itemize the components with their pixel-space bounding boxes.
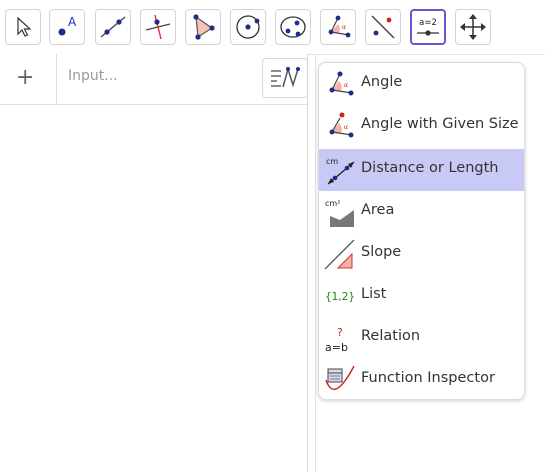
slope-icon [324,238,356,270]
menu-item-label: Function Inspector [361,370,495,386]
menu-item-label: Area [361,202,394,218]
menu-item-label: Distance or Length [361,160,498,176]
menu-item-function-inspector[interactable]: Function Inspector [319,359,524,400]
angle-given-size-icon: α [324,110,356,142]
svg-text:a=2: a=2 [419,18,437,28]
toolbar: A [0,0,545,55]
menu-item-label: List [361,286,386,302]
area-icon: cm² [324,196,356,228]
line-icon [98,12,128,42]
svg-text:a=b: a=b [325,341,348,354]
line-tool[interactable] [95,9,131,45]
algebra-input-row: + [0,54,307,105]
svg-text:cm²: cm² [325,199,340,208]
algebra-view: + [0,54,308,472]
angle-icon: α [324,68,356,100]
polygon-icon [188,12,218,42]
conic-tool[interactable] [275,9,311,45]
svg-text:cm: cm [326,157,338,166]
slider-icon: a=2 [413,12,443,42]
menu-item-list[interactable]: {1,2} List [319,275,524,317]
svg-text:{1,2}: {1,2} [325,291,355,303]
slider-tool[interactable]: a=2 [410,9,446,45]
menu-item-distance-or-length[interactable]: cm Distance or Length [319,149,524,191]
svg-text:α: α [344,124,348,131]
move-graphics-view-tool[interactable] [455,9,491,45]
arrow-cursor-icon [10,14,36,40]
polygon-tool[interactable] [185,9,221,45]
angle-tool[interactable]: α [320,9,356,45]
algebra-keyboard-icon [263,59,307,97]
input-divider [56,54,57,104]
perpendicular-line-tool[interactable] [140,9,176,45]
menu-item-label: Angle with Given Size [361,116,519,132]
reflect-tool[interactable] [365,9,401,45]
menu-item-angle[interactable]: α Angle [319,63,524,105]
point-icon: A [52,12,82,42]
perpendicular-line-icon [143,12,173,42]
move-tool[interactable] [5,9,41,45]
distance-icon: cm [324,154,356,186]
reflect-icon [368,12,398,42]
ellipse-icon [278,12,308,42]
svg-text:α: α [344,82,348,89]
circle-tool[interactable] [230,9,266,45]
menu-item-angle-with-given-size[interactable]: α Angle with Given Size [319,105,524,147]
function-inspector-icon [324,364,356,396]
point-tool[interactable]: A [49,9,85,45]
svg-text:α: α [342,24,346,31]
menu-item-area[interactable]: cm² Area [319,191,524,233]
menu-item-relation[interactable]: ? a=b Relation [319,317,524,359]
tool-submenu: α Angle α Angle with Given Size cm Dista… [318,62,525,400]
circle-center-point-icon [233,12,263,42]
relation-icon: ? a=b [324,322,356,354]
svg-text:?: ? [337,326,343,339]
add-item-button[interactable]: + [16,66,34,90]
svg-text:A: A [68,15,77,29]
move-view-icon [458,12,488,42]
graphics-view-divider [315,54,316,472]
menu-item-slope[interactable]: Slope [319,233,524,275]
angle-icon: α [323,12,353,42]
menu-item-label: Angle [361,74,402,90]
menu-item-label: Relation [361,328,420,344]
algebra-keyboard-button[interactable] [262,58,308,98]
list-icon: {1,2} [324,280,356,312]
menu-item-label: Slope [361,244,401,260]
algebra-input[interactable] [68,68,248,84]
